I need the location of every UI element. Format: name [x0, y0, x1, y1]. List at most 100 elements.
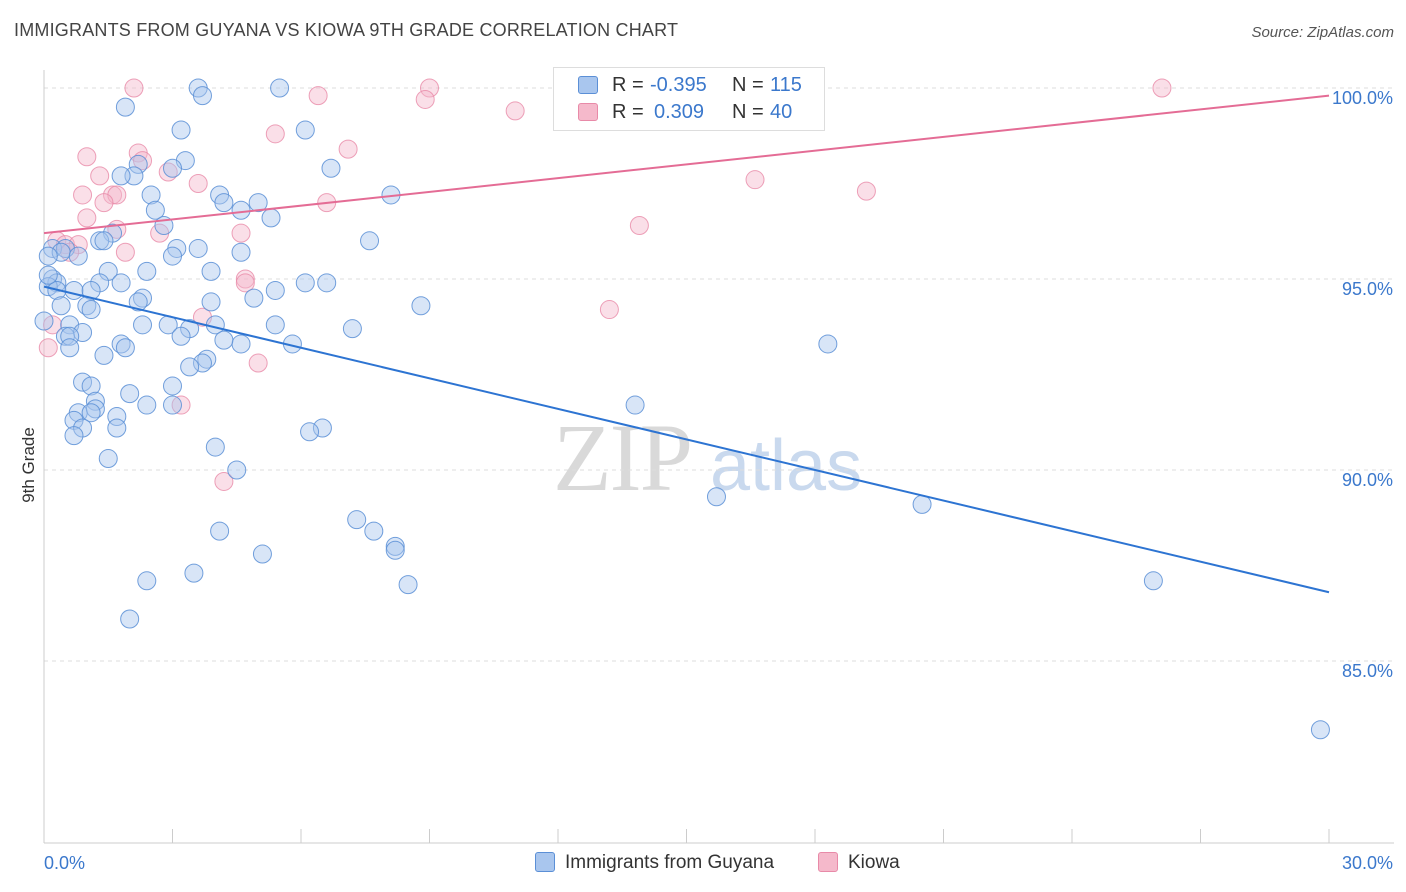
kiowa-point: [599, 300, 619, 320]
kiowa-point: [38, 338, 58, 358]
bottom-legend-label-guyana: Immigrants from Guyana: [565, 852, 775, 873]
guyana-point: [163, 395, 182, 415]
guyana-point: [85, 391, 105, 411]
guyana-point: [265, 280, 285, 300]
bottom-legend-kiowa: Kiowa: [818, 852, 900, 874]
guyana-point: [81, 403, 101, 423]
guyana-point: [163, 158, 182, 178]
guyana-point: [120, 609, 140, 629]
kiowa-point: [505, 101, 525, 121]
guyana-point: [55, 326, 75, 346]
watermark-zip: ZIP: [553, 404, 691, 511]
y-tick-label: 95.0%: [1342, 279, 1393, 299]
kiowa-point: [77, 208, 97, 228]
legend-n-value: 40: [770, 101, 793, 123]
guyana-point: [317, 273, 337, 293]
guyana-point: [252, 544, 272, 564]
guyana-point: [312, 418, 332, 438]
guyana-point: [38, 246, 58, 266]
guyana-point: [107, 418, 127, 438]
kiowa-point: [338, 139, 358, 159]
guyana-point: [137, 571, 157, 591]
guyana-point: [68, 246, 88, 266]
guyana-point: [398, 575, 418, 595]
legend-n-value: 115: [770, 74, 802, 96]
correlation-legend: R = -0.395 N = 115 R = 0.309 N = 40: [553, 67, 825, 131]
series-guyana-points: [34, 78, 1330, 740]
guyana-point: [1310, 720, 1330, 740]
kiowa-point: [115, 242, 135, 262]
legend-r-label: R =: [612, 101, 644, 123]
guyana-point: [90, 231, 110, 251]
watermark-atlas: atlas: [710, 426, 862, 506]
guyana-point: [60, 326, 80, 346]
guyana-point: [141, 185, 161, 205]
guyana-point: [321, 158, 341, 178]
guyana-point: [342, 319, 362, 339]
guyana-point: [231, 242, 251, 262]
watermark: ZIP atlas: [553, 404, 862, 511]
legend-n-label: N =: [732, 74, 764, 96]
guyana-point: [171, 120, 191, 140]
guyana-point: [231, 200, 251, 220]
guyana-point: [205, 437, 225, 457]
kiowa-point: [745, 170, 765, 190]
chart-source: Source: ZipAtlas.com: [1251, 24, 1394, 41]
guyana-point: [295, 120, 315, 140]
guyana-point: [265, 315, 285, 335]
guyana-point: [1143, 571, 1163, 591]
legend-r-value: -0.395: [650, 74, 707, 96]
guyana-point: [120, 384, 140, 404]
kiowa-point: [235, 273, 255, 293]
bottom-legend-guyana: Immigrants from Guyana: [535, 852, 774, 874]
guyana-point: [51, 296, 71, 316]
guyana-point: [81, 300, 101, 320]
bottom-legend-label-kiowa: Kiowa: [848, 852, 900, 873]
guyana-point: [261, 208, 281, 228]
guyana-point: [244, 288, 264, 308]
x-ticks: [172, 829, 1330, 843]
kiowa-point: [231, 223, 251, 243]
guyana-point: [912, 494, 932, 514]
legend-swatch-kiowa: [578, 103, 598, 121]
guyana-point: [64, 426, 84, 446]
legend-r-label: R =: [612, 74, 644, 96]
guyana-point: [107, 407, 127, 427]
guyana-point: [115, 97, 135, 117]
guyana-point: [231, 334, 251, 354]
guyana-point: [128, 154, 148, 174]
guyana-point: [133, 315, 153, 335]
guyana-point: [137, 261, 157, 281]
guyana-point: [94, 231, 114, 251]
guyana-point: [411, 296, 431, 316]
kiowa-point: [265, 124, 285, 144]
kiowa-point: [214, 471, 234, 491]
guyana-trendline: [43, 285, 1330, 594]
guyana-point: [163, 246, 182, 266]
guyana-point: [64, 280, 84, 300]
guyana-point: [364, 521, 384, 541]
guyana-point: [163, 376, 182, 396]
kiowa-point: [856, 181, 876, 201]
bottom-legend-swatch-guyana: [535, 852, 555, 872]
kiowa-point: [188, 174, 208, 193]
guyana-point: [201, 261, 221, 281]
chart-title: IMMIGRANTS FROM GUYANA VS KIOWA 9TH GRAD…: [14, 20, 679, 40]
bottom-legend-swatch-kiowa: [818, 852, 838, 872]
guyana-point: [38, 265, 58, 285]
guyana-point: [81, 280, 101, 300]
y-tick-label: 100.0%: [1332, 88, 1393, 108]
guyana-point: [706, 487, 726, 507]
guyana-point: [270, 78, 290, 98]
kiowa-point: [415, 89, 435, 109]
kiowa-point: [94, 193, 114, 213]
guyana-point: [34, 311, 54, 331]
kiowa-point: [629, 216, 649, 236]
guyana-point: [214, 330, 234, 350]
x-tick-labels: 0.0% 30.0%: [44, 853, 1393, 873]
kiowa-point: [77, 147, 97, 167]
guyana-point: [94, 345, 114, 365]
legend-r-value: 0.309: [654, 101, 705, 123]
axes: [43, 70, 1394, 844]
